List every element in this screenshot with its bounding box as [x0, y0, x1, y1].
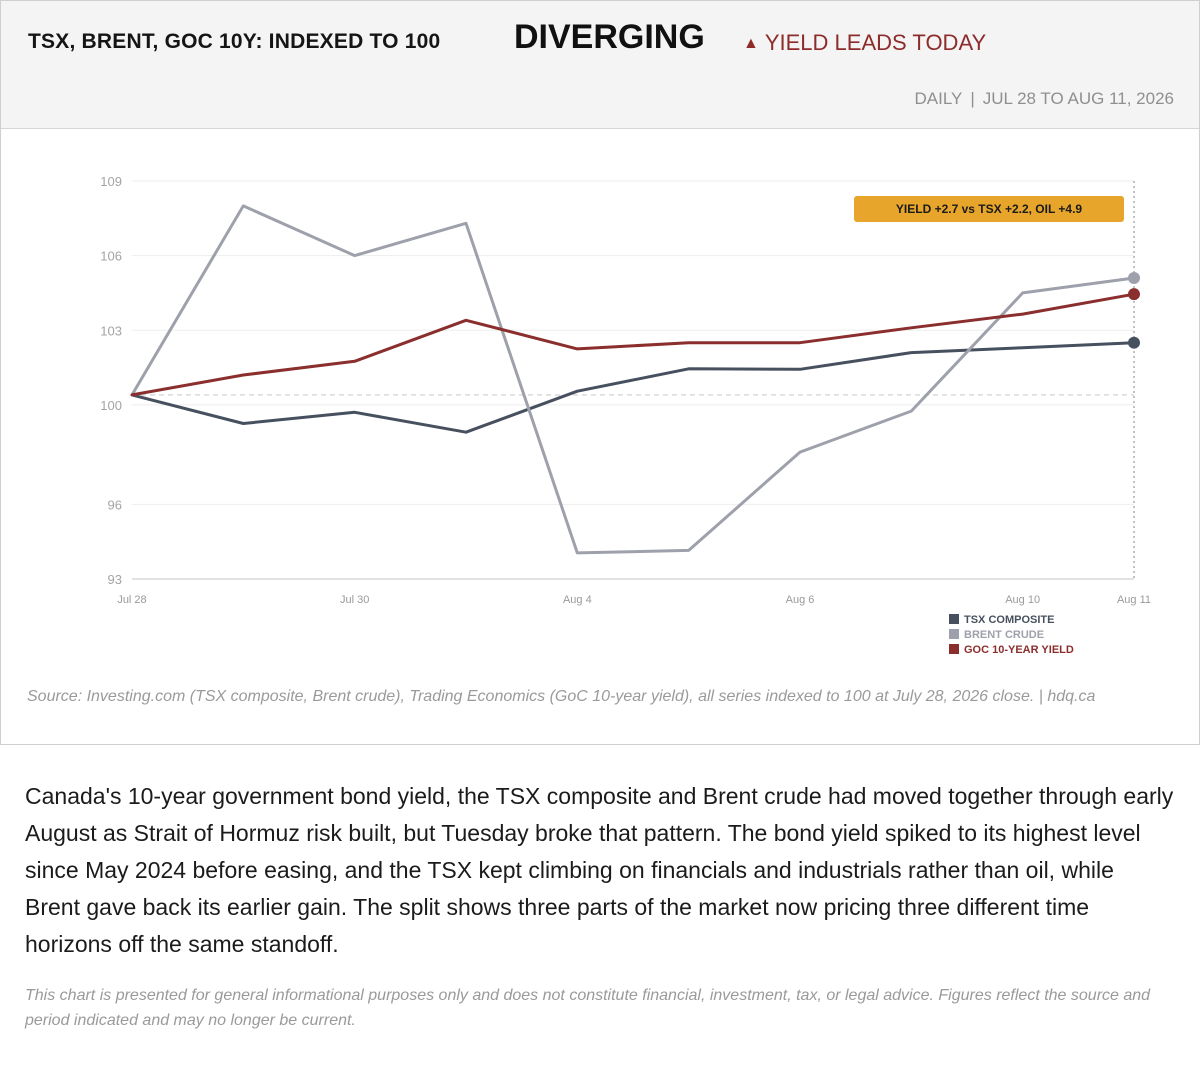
x-tick-label: Aug 6	[786, 594, 815, 606]
period-separator: |	[970, 89, 975, 108]
line-chart: 93 96 100 103 106 109 Jul 28 Jul 30 Aug 4 Aug 6 Au…	[100, 174, 1151, 656]
chart-card: TSX, BRENT, GOC 10Y: INDEXED TO 100 DIVE…	[0, 0, 1200, 745]
y-tick-label: 106	[100, 249, 122, 264]
headline: DIVERGING	[514, 18, 705, 56]
legend-label: TSX COMPOSITE	[964, 614, 1054, 626]
disclaimer: This chart is presented for general info…	[25, 987, 1151, 1029]
series-line	[130, 341, 1136, 434]
period-label: DAILY | JUL 28 TO AUG 11, 2026	[914, 89, 1174, 109]
series-endpoint	[1128, 272, 1140, 285]
legend-swatch	[949, 614, 959, 624]
x-tick-label: Aug 4	[563, 594, 592, 606]
annotation-badge	[854, 196, 1124, 222]
series-endpoint	[1128, 288, 1140, 301]
y-tick-label: 109	[100, 174, 122, 189]
x-tick-label: Jul 30	[340, 594, 369, 606]
up-triangle-icon: ▲	[743, 35, 759, 52]
y-tick-label: 103	[100, 323, 122, 338]
legend-label: BRENT CRUDE	[964, 629, 1044, 641]
y-tick-label: 93	[108, 572, 122, 587]
article-paragraph: Canada's 10-year government bond yield, …	[25, 783, 1174, 957]
y-tick-label: 100	[100, 398, 122, 413]
chart-title: TSX, BRENT, GOC 10Y: INDEXED TO 100	[28, 30, 441, 53]
series-endpoint	[1128, 336, 1140, 349]
legend-swatch	[949, 644, 959, 654]
chart-header: TSX, BRENT, GOC 10Y: INDEXED TO 100 DIVE…	[1, 1, 1199, 129]
y-tick-label: 96	[108, 497, 122, 512]
series-line	[130, 292, 1136, 397]
x-tick-label: Jul 28	[117, 594, 146, 606]
series-line	[130, 204, 1136, 555]
status-tag: ▲ YIELD LEADS TODAY	[743, 30, 986, 56]
legend-swatch	[949, 629, 959, 639]
frequency-label: DAILY	[914, 89, 963, 108]
legend-label: GOC 10-YEAR YIELD	[964, 644, 1074, 656]
status-tag-label: YIELD LEADS TODAY	[764, 30, 987, 55]
x-tick-label: Aug 10	[1005, 594, 1040, 606]
date-range: JUL 28 TO AUG 11, 2026	[982, 89, 1174, 108]
annotation-text: YIELD +2.7 vs TSX +2.2, OIL +4.9	[896, 202, 1083, 216]
source-note: Source: Investing.com (TSX composite, Br…	[27, 688, 1096, 705]
x-tick-label: Aug 11	[1117, 594, 1151, 606]
